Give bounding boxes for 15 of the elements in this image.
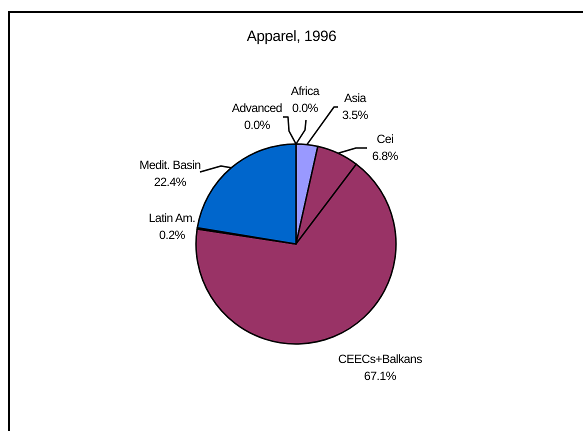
slice-label: Latin Am.	[148, 211, 196, 225]
text: 0.0%	[244, 118, 270, 132]
data-label: 3.5%	[342, 108, 369, 122]
slice-label: Asia	[344, 91, 367, 105]
data-label: 6.8%	[372, 149, 399, 163]
text: 0.0%	[292, 101, 318, 115]
slice-label: Medit. Basin	[139, 158, 201, 172]
chart-title: Apparel, 1996	[246, 28, 338, 45]
data-label: 22.4%	[154, 175, 187, 189]
category-label: Advanced	[232, 101, 282, 115]
data-label: 67.1%	[364, 369, 397, 383]
slice-label: Cei	[376, 132, 394, 146]
category-label: Africa	[290, 84, 320, 98]
data-label: 0.2%	[159, 228, 186, 242]
slice-label: CEECs+Balkans	[338, 352, 422, 366]
